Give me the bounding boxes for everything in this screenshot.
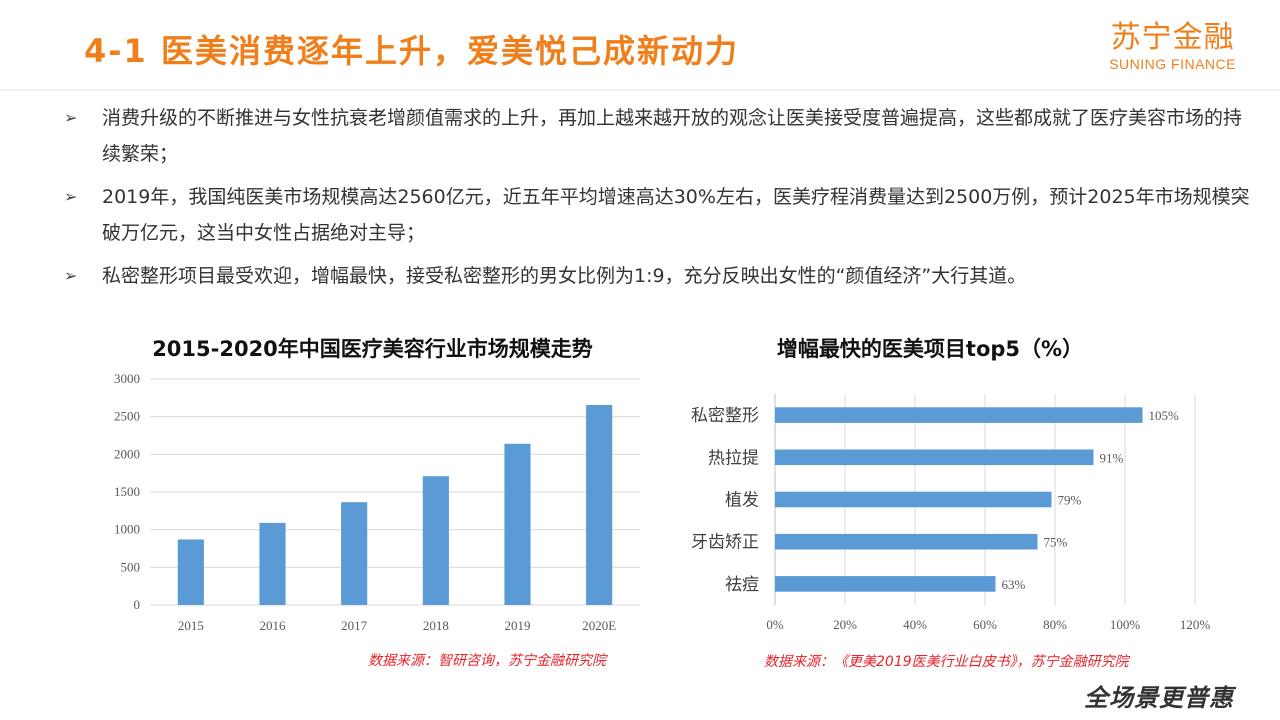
y-tick-label: 1500 xyxy=(114,484,140,499)
arrow-right-icon: ➢ xyxy=(64,187,78,206)
y-category-label: 私密整形 xyxy=(691,406,759,425)
bar xyxy=(341,502,368,605)
data-label: 105% xyxy=(1149,408,1180,423)
y-tick-label: 2500 xyxy=(114,409,140,424)
y-tick-label: 500 xyxy=(121,559,141,574)
x-tick-label: 120% xyxy=(1180,617,1211,632)
y-category-label: 植发 xyxy=(725,491,759,510)
x-tick-label: 60% xyxy=(973,617,997,632)
x-tick-label: 80% xyxy=(1043,617,1067,632)
x-tick-label: 40% xyxy=(903,617,927,632)
x-tick-label: 2017 xyxy=(341,618,368,633)
bullet-text: 私密整形项目最受欢迎，增幅最快，接受私密整形的男女比例为1:9，充分反映出女性的… xyxy=(102,265,1027,287)
logo-text-cn: 苏宁金融 xyxy=(1110,20,1235,55)
bar xyxy=(259,522,286,605)
hbar-chart-title: 增幅最快的医美项目top5（%） xyxy=(776,337,1084,361)
market-size-bar-chart: 0 500 1000 1500 2000 2500 3000 2015 2016 2017 2018… xyxy=(114,371,640,633)
bar xyxy=(422,476,449,605)
bar xyxy=(177,539,204,605)
x-tick-label: 0% xyxy=(766,617,784,632)
logo-text-en: SUNING FINANCE xyxy=(1109,56,1236,72)
y-tick-label: 2000 xyxy=(114,446,140,461)
y-tick-label: 1000 xyxy=(114,522,140,537)
y-category-label: 牙齿矫正 xyxy=(691,533,759,552)
x-tick-label: 2015 xyxy=(178,618,204,633)
y-category-label: 祛痘 xyxy=(725,575,759,594)
bar xyxy=(775,576,996,592)
title-divider xyxy=(0,89,1280,91)
bullet-list: ➢ 消费升级的不断推进与女性抗衰老增颜值需求的上升，再加上越来越开放的观念让医美… xyxy=(64,100,1254,301)
source-note-left: 数据来源：智研咨询，苏宁金融研究院 xyxy=(368,653,606,669)
x-tick-label: 20% xyxy=(833,617,857,632)
data-label: 79% xyxy=(1058,493,1082,508)
bullet-item: ➢ 消费升级的不断推进与女性抗衰老增颜值需求的上升，再加上越来越开放的观念让医美… xyxy=(64,100,1254,172)
bar xyxy=(586,404,613,605)
x-tick-label: 2020E xyxy=(582,618,616,633)
bullet-text: 2019年，我国纯医美市场规模高达2560亿元，近五年平均增速高达30%左右，医… xyxy=(102,186,1250,244)
bar-chart-title: 2015-2020年中国医疗美容行业市场规模走势 xyxy=(152,337,593,361)
y-category-label: 热拉提 xyxy=(708,448,759,467)
bullet-item: ➢ 2019年，我国纯医美市场规模高达2560亿元，近五年平均增速高达30%左右… xyxy=(64,179,1254,251)
data-label: 75% xyxy=(1044,535,1068,550)
data-label: 63% xyxy=(1002,577,1026,592)
bar xyxy=(775,449,1094,466)
bar xyxy=(775,533,1038,550)
footer-slogan: 全场景更普惠 xyxy=(1084,684,1234,712)
bar xyxy=(775,491,1052,508)
arrow-right-icon: ➢ xyxy=(64,108,78,127)
data-label: 91% xyxy=(1100,450,1124,465)
brand-logo: 苏宁金融 SUNING FINANCE xyxy=(1109,20,1236,72)
x-tick-label: 2019 xyxy=(505,618,531,633)
arrow-right-icon: ➢ xyxy=(64,266,78,285)
y-tick-label: 3000 xyxy=(114,371,140,386)
top5-growth-bar-chart: 0% 20% 40% 60% 80% 100% 120% 私密整形 105% 热拉提 91% 植发 79… xyxy=(691,394,1211,632)
bullet-item: ➢ 私密整形项目最受欢迎，增幅最快，接受私密整形的男女比例为1:9，充分反映出女… xyxy=(64,258,1254,294)
y-tick-label: 0 xyxy=(134,597,141,612)
x-tick-label: 100% xyxy=(1110,617,1141,632)
bar xyxy=(775,407,1143,423)
x-tick-label: 2018 xyxy=(423,618,449,633)
source-note-right: 数据来源：《更美2019医美行业白皮书》，苏宁金融研究院 xyxy=(764,654,1129,670)
bullet-text: 消费升级的不断推进与女性抗衰老增颜值需求的上升，再加上越来越开放的观念让医美接受… xyxy=(102,107,1243,165)
bar xyxy=(504,443,531,605)
x-tick-label: 2016 xyxy=(260,618,287,633)
page-title: 4-1 医美消费逐年上升，爱美悦己成新动力 xyxy=(84,32,739,70)
